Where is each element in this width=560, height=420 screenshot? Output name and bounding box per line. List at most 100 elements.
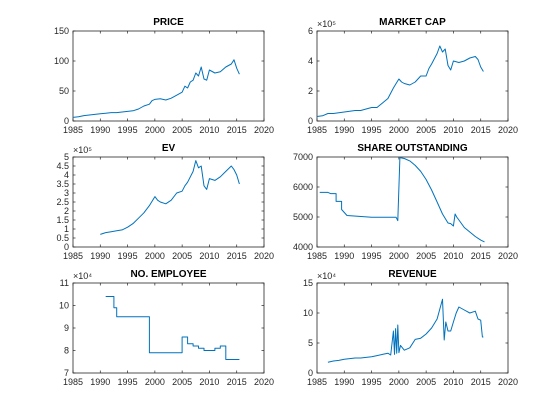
x-tick-label: 1985 bbox=[63, 125, 83, 135]
x-tick-label: 2010 bbox=[443, 377, 463, 387]
y-tick-label: 4.5 bbox=[56, 161, 69, 171]
y-tick-label: 8 bbox=[64, 346, 69, 356]
x-tick-label: 2005 bbox=[172, 251, 192, 261]
subplot-4: SHARE OUTSTANDING 1985 1990 1995 2000 2005 201… bbox=[293, 143, 518, 261]
y-tick-label: 0 bbox=[308, 368, 313, 378]
x-tick-label: 2005 bbox=[172, 125, 192, 135]
y-tick-label: 6 bbox=[308, 26, 313, 36]
x-tick-label: 1990 bbox=[334, 251, 354, 261]
x-tick-label: 2000 bbox=[145, 125, 165, 135]
y-tick-label: 6000 bbox=[293, 182, 313, 192]
axis-exponent-label: ×10⁴ bbox=[317, 271, 336, 281]
x-tick-label: 1985 bbox=[307, 125, 327, 135]
chart-title: EV bbox=[162, 143, 176, 154]
y-tick-label: 3.5 bbox=[56, 179, 69, 189]
x-tick-label: 1990 bbox=[90, 125, 110, 135]
x-tick-label: 1995 bbox=[362, 125, 382, 135]
x-tick-label: 2015 bbox=[227, 251, 247, 261]
y-tick-label: 4 bbox=[64, 170, 69, 180]
y-tick-label: 2.5 bbox=[56, 197, 69, 207]
y-tick-label: 2 bbox=[308, 86, 313, 96]
chart-title: SHARE OUTSTANDING bbox=[357, 143, 468, 154]
series-line bbox=[319, 157, 485, 243]
axes-box bbox=[316, 282, 509, 374]
x-tick-label: 2010 bbox=[199, 251, 219, 261]
y-tick-label: 0 bbox=[308, 116, 313, 126]
x-tick-label: 2010 bbox=[443, 251, 463, 261]
x-tick-label: 2000 bbox=[145, 377, 165, 387]
subplot-3: EV 1985 1990 1995 2000 2005 2010 2015 2020 00.511… bbox=[56, 143, 274, 261]
y-tick-label: 9 bbox=[64, 323, 69, 333]
y-tick-label: 100 bbox=[54, 56, 69, 66]
axis-exponent-label: ×10⁴ bbox=[73, 271, 92, 281]
x-tick-label: 2020 bbox=[498, 251, 518, 261]
chart-title: NO. EMPLOYEE bbox=[130, 269, 206, 280]
y-tick-label: 7000 bbox=[293, 152, 313, 162]
x-tick-label: 2000 bbox=[389, 125, 409, 135]
x-tick-label: 2010 bbox=[443, 125, 463, 135]
y-tick-label: 10 bbox=[59, 301, 69, 311]
y-tick-label: 5000 bbox=[293, 212, 313, 222]
y-tick-label: 15 bbox=[303, 278, 313, 288]
y-tick-label: 1 bbox=[64, 224, 69, 234]
y-tick-label: 50 bbox=[59, 86, 69, 96]
x-tick-label: 2015 bbox=[227, 125, 247, 135]
x-tick-label: 1985 bbox=[63, 251, 83, 261]
y-tick-label: 4 bbox=[308, 56, 313, 66]
x-tick-label: 2005 bbox=[172, 377, 192, 387]
x-tick-label: 2020 bbox=[254, 377, 274, 387]
x-tick-label: 1985 bbox=[307, 251, 327, 261]
axis-exponent-label: ×10⁵ bbox=[317, 19, 336, 29]
x-tick-label: 2015 bbox=[227, 377, 247, 387]
x-tick-label: 1990 bbox=[90, 251, 110, 261]
y-tick-label: 0.5 bbox=[56, 233, 69, 243]
subplot-5: NO. EMPLOYEE 1985 1990 1995 2000 2005 2010 2015… bbox=[59, 269, 274, 387]
y-tick-label: 150 bbox=[54, 26, 69, 36]
x-tick-label: 2005 bbox=[416, 377, 436, 387]
x-tick-label: 1985 bbox=[63, 377, 83, 387]
x-tick-label: 1995 bbox=[118, 377, 138, 387]
y-tick-label: 2 bbox=[64, 206, 69, 216]
series-line bbox=[105, 296, 240, 360]
y-tick-label: 0 bbox=[64, 242, 69, 252]
x-tick-label: 1995 bbox=[362, 377, 382, 387]
x-tick-label: 2020 bbox=[498, 377, 518, 387]
x-tick-label: 1995 bbox=[362, 251, 382, 261]
y-tick-label: 10 bbox=[303, 308, 313, 318]
y-tick-label: 5 bbox=[308, 338, 313, 348]
x-tick-label: 2020 bbox=[498, 125, 518, 135]
y-tick-label: 11 bbox=[60, 278, 69, 288]
y-tick-label: 4000 bbox=[293, 242, 313, 252]
x-tick-label: 2000 bbox=[145, 251, 165, 261]
x-tick-label: 1995 bbox=[118, 251, 138, 261]
x-tick-label: 2010 bbox=[199, 377, 219, 387]
x-tick-label: 2015 bbox=[471, 377, 491, 387]
x-tick-label: 2000 bbox=[389, 251, 409, 261]
subplot-1: PRICE 1985 1990 1995 2000 2005 2010 2015 2020 0 50… bbox=[54, 17, 274, 135]
x-tick-label: 2015 bbox=[471, 251, 491, 261]
axes-box bbox=[316, 30, 509, 122]
x-tick-label: 2005 bbox=[416, 251, 436, 261]
x-tick-label: 2005 bbox=[416, 125, 436, 135]
x-tick-label: 2010 bbox=[199, 125, 219, 135]
x-tick-label: 2020 bbox=[254, 251, 274, 261]
x-tick-label: 2015 bbox=[471, 125, 491, 135]
chart-title: MARKET CAP bbox=[379, 17, 446, 28]
y-tick-label: 3 bbox=[64, 188, 69, 198]
x-tick-label: 1990 bbox=[90, 377, 110, 387]
chart-title: PRICE bbox=[153, 17, 184, 28]
x-tick-label: 1990 bbox=[334, 125, 354, 135]
y-tick-label: 5 bbox=[64, 152, 69, 162]
series-line bbox=[327, 298, 484, 363]
x-tick-label: 1985 bbox=[307, 377, 327, 387]
series-line bbox=[72, 59, 240, 118]
x-tick-label: 2000 bbox=[389, 377, 409, 387]
x-tick-label: 1990 bbox=[334, 377, 354, 387]
y-tick-label: 7 bbox=[64, 368, 69, 378]
series-line bbox=[100, 160, 240, 235]
x-tick-label: 1995 bbox=[118, 125, 138, 135]
